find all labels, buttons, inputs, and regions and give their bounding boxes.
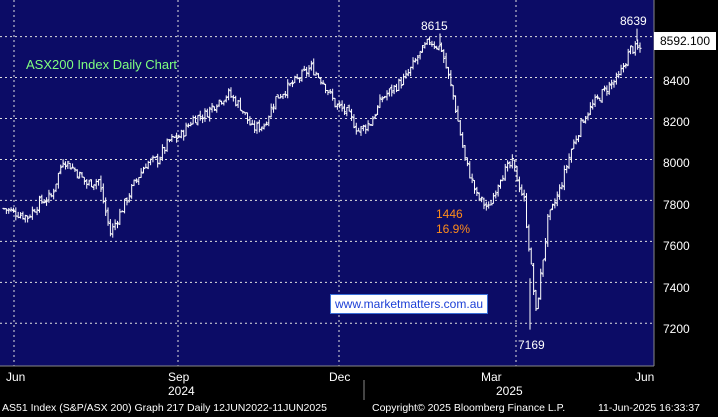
x-tick-label: Jun bbox=[635, 370, 655, 384]
low-annotation-7169: 7169 bbox=[518, 338, 545, 352]
x-tick-label: Sep bbox=[168, 370, 190, 384]
y-tick-label: 7400 bbox=[663, 281, 690, 295]
high-annotation-8615: 8615 bbox=[421, 19, 448, 33]
y-tick-label: 8400 bbox=[663, 74, 690, 88]
x-axis-panel bbox=[0, 366, 718, 400]
footer-ticker: AS51 Index (S&P/ASX 200) Graph 217 Daily… bbox=[2, 402, 327, 414]
x-tick-label: Jun bbox=[6, 370, 26, 384]
footer-copyright: Copyright© 2025 Bloomberg Finance L.P. bbox=[372, 402, 566, 414]
high-annotation-8639: 8639 bbox=[620, 14, 647, 28]
y-tick-label: 8200 bbox=[663, 115, 690, 129]
chart-title: ASX200 Index Daily Chart bbox=[26, 57, 178, 72]
y-tick-label: 7600 bbox=[663, 239, 690, 253]
y-axis-panel bbox=[654, 0, 718, 366]
last-price-tag: 8592.100 bbox=[654, 32, 716, 50]
candlestick-series bbox=[2, 28, 642, 330]
footer-timestamp: 11-Jun-2025 16:33:37 bbox=[598, 402, 700, 414]
watermark-url[interactable]: www.marketmatters.com.au bbox=[330, 294, 489, 314]
x-tick-label: Dec bbox=[329, 370, 351, 384]
x-year-label: 2025 bbox=[496, 384, 523, 398]
y-tick-label: 7800 bbox=[663, 198, 690, 212]
x-year-label: 2024 bbox=[168, 384, 195, 398]
x-axis bbox=[0, 0, 655, 400]
x-tick-label: Mar bbox=[481, 370, 502, 384]
drop-percent-annotation: 16.9% bbox=[436, 222, 471, 236]
gridlines bbox=[0, 0, 654, 366]
y-tick-label: 7200 bbox=[663, 322, 690, 336]
y-tick-label: 8000 bbox=[663, 156, 690, 170]
footer-bar: AS51 Index (S&P/ASX 200) Graph 217 Daily… bbox=[0, 400, 718, 417]
plot-area bbox=[0, 0, 654, 366]
drop-points-annotation: 1446 bbox=[436, 207, 463, 221]
